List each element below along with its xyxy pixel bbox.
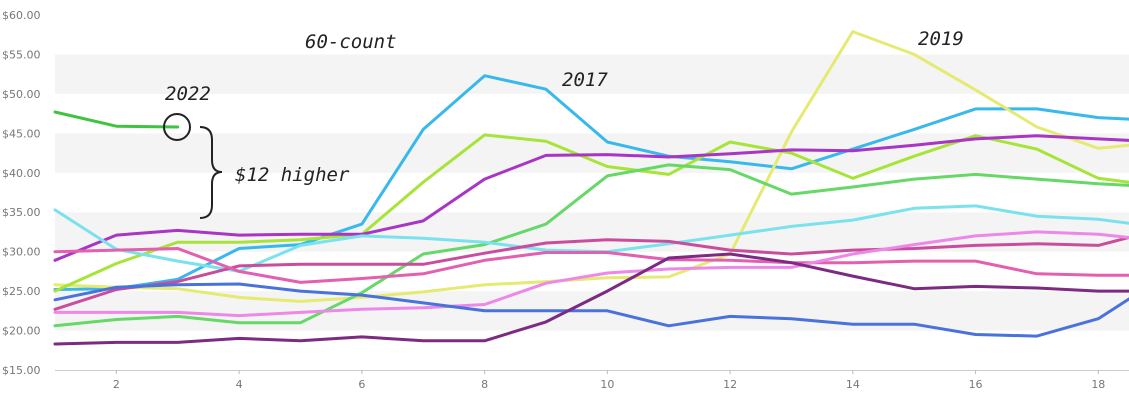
grid-band [55,330,1129,370]
y-tick-label: $30.00 [2,246,41,259]
series-line-8 [53,236,1129,311]
series-line-4 [53,133,1129,293]
x-tick-label: 6 [358,378,365,391]
year-2017-label: 2017 [562,69,608,91]
x-tick-label: 14 [846,378,860,391]
year-2019-label: 2019 [918,28,964,50]
x-tick-label: 10 [600,378,614,391]
y-tick-label: $55.00 [2,48,41,61]
grid-bands [55,15,1129,370]
series-line-9 [53,247,1129,284]
x-tick-label: 12 [723,378,737,391]
series-line-3 [53,30,1129,303]
x-tick-label: 2 [113,378,120,391]
series-line-6 [53,163,1129,328]
y-tick-label: $35.00 [2,206,41,219]
highlight-circle [163,113,191,141]
brace-note: $12 higher [235,164,350,186]
x-tick-label: 18 [1091,378,1105,391]
series-line-2 [53,74,1129,291]
grid-band [55,93,1129,134]
series-line-12 [53,252,1129,346]
y-tick-label: $40.00 [2,167,41,180]
curly-brace [199,126,223,219]
x-tick-label: 8 [481,378,488,391]
annotations: 60-count 2022 2017 2019 $12 higher [163,28,964,219]
grid-band [55,133,1129,173]
x-tick-label: 4 [236,378,243,391]
y-tick-labels: $15.00 $20.00 $25.00 $30.00 $35.00 $40.00 $45.… [2,9,41,377]
series-line-11 [53,282,1129,338]
y-tick-label: $50.00 [2,88,41,101]
y-tick-label: $15.00 [2,364,41,377]
x-tick-labels: 2 4 6 8 10 12 14 16 18 [113,370,1105,391]
series-line-5 [53,134,1129,262]
series-line-1 [53,110,180,129]
y-tick-label: $25.00 [2,285,41,298]
y-tick-label: $60.00 [2,9,41,22]
year-2022-label: 2022 [165,83,211,105]
grid-band [55,15,1129,55]
count-label: 60-count [305,31,397,53]
series-line-10 [53,230,1129,318]
y-tick-label: $20.00 [2,325,41,338]
series-lines [53,30,1129,346]
x-tick-label: 16 [969,378,983,391]
grid-band [55,212,1129,252]
y-tick-label: $45.00 [2,127,41,140]
